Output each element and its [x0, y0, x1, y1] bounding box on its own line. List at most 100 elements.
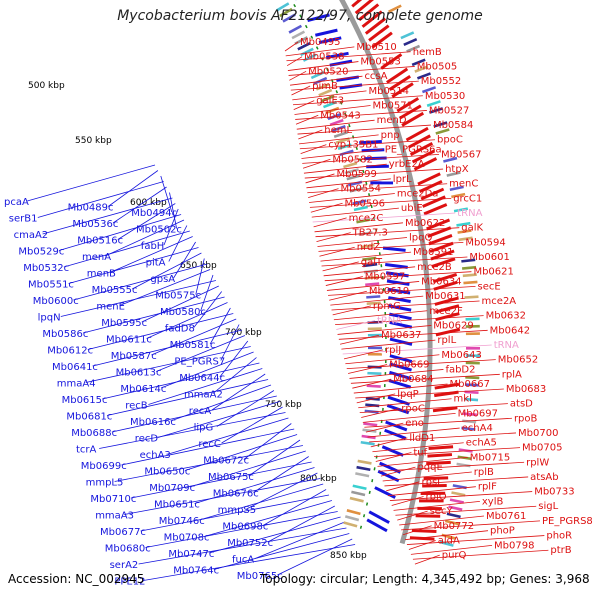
reverse-label-line: [189, 450, 306, 488]
forward-label-line: [382, 471, 472, 482]
forward-gene-label: Mb0667: [450, 379, 490, 390]
forward-gene-label: Mb0634: [421, 276, 461, 287]
reverse-label-line: [200, 274, 214, 312]
forward-gene-label: tRNA: [494, 340, 519, 351]
forward-label-line: [379, 461, 525, 472]
cog-segment: [444, 519, 460, 526]
forward-label-line: [402, 525, 432, 536]
cog-segment: [388, 4, 402, 13]
forward-label-line: [341, 339, 436, 350]
cog-segment: [366, 384, 381, 388]
reverse-gene-label: Mb0644c: [179, 373, 225, 384]
reverse-label-line: [37, 181, 164, 218]
reverse-label-line: [195, 258, 205, 295]
accession-label: Accession: NC_002945: [8, 572, 145, 586]
forward-gene-label: ccsA: [364, 71, 387, 82]
forward-label-line: [299, 134, 379, 145]
reverse-gene-arrow: [388, 379, 412, 389]
forward-label-line: [288, 66, 415, 76]
forward-gene-arrow: [423, 203, 448, 216]
reverse-label-line: [68, 247, 199, 284]
reverse-gene-label: Mb0680c: [105, 544, 151, 555]
forward-gene-label: Mb0594: [465, 237, 505, 248]
cog-segment: [367, 371, 382, 376]
cog-segment: [360, 243, 375, 249]
reverse-label-line: [204, 500, 333, 537]
forward-label-line: [321, 256, 468, 267]
cog-segment: [346, 509, 361, 516]
cog-segment: [365, 282, 380, 287]
forward-label-line: [303, 163, 387, 174]
reverse-label-line: [157, 401, 280, 438]
cog-segment: [282, 13, 296, 23]
forward-gene-label: rplF: [478, 482, 497, 493]
reverse-gene-label: Mb0764c: [173, 566, 219, 577]
forward-label-line: [365, 422, 404, 433]
forward-gene-arrow: [388, 74, 412, 91]
reverse-label-line: [199, 483, 324, 521]
reverse-label-line: [112, 186, 167, 224]
reverse-gene-label: Mb0489c: [68, 203, 114, 214]
forward-gene-label: pnp: [381, 130, 400, 141]
forward-gene-label: lldD1: [409, 433, 435, 444]
reverse-label-line: [216, 390, 275, 427]
reverse-label-line: [213, 533, 350, 570]
reverse-gene-arrow: [315, 28, 338, 37]
forward-gene-label: Mb0505: [417, 61, 457, 72]
forward-label-line: [337, 325, 432, 335]
reverse-gene-label: Mb0650c: [144, 467, 190, 478]
forward-gene-arrow: [413, 157, 438, 171]
reverse-gene-label: Mb0641c: [52, 362, 98, 373]
forward-gene-label: pqqE: [417, 462, 442, 473]
cog-segment: [333, 131, 348, 138]
forward-label-line: [285, 46, 355, 57]
forward-gene-label: Mb0798: [494, 540, 534, 551]
cog-segment: [449, 498, 464, 504]
reverse-gene-label: mmpL5: [86, 478, 124, 489]
reverse-gene-label: Mb0529c: [18, 247, 64, 258]
cog-segment: [446, 512, 461, 519]
forward-gene-label: ubiE: [401, 203, 423, 214]
reverse-gene-arrow: [389, 312, 412, 321]
forward-gene-label: menC: [449, 179, 478, 190]
forward-gene-label: Mb0643: [441, 350, 481, 361]
forward-label-line: [345, 354, 440, 365]
forward-gene-label: xylB: [482, 496, 504, 507]
forward-label-line: [370, 437, 408, 448]
reverse-label-line: [248, 439, 301, 477]
forward-gene-arrow: [422, 195, 446, 208]
reverse-gene-label: Mb0675c: [208, 472, 254, 483]
forward-gene-arrow: [427, 453, 453, 458]
forward-gene-arrow: [380, 53, 403, 70]
forward-label-line: [333, 310, 428, 321]
forward-label-line: [291, 85, 311, 96]
forward-label-line: [316, 232, 351, 242]
reverse-gene-label: serB1: [9, 214, 38, 225]
forward-gene-arrow: [430, 249, 455, 261]
feature-ring: [275, 0, 480, 547]
forward-gene-label: rplL: [437, 335, 456, 346]
forward-gene-label: PE_PGRS8: [542, 516, 593, 527]
reverse-label-line: [124, 478, 321, 515]
forward-gene-label: Mb0510: [356, 42, 396, 53]
forward-gene-label: atsD: [510, 399, 533, 410]
reverse-gene-label: recA: [189, 406, 212, 417]
cog-segment: [456, 221, 471, 227]
cog-segment: [353, 205, 368, 212]
forward-gene-label: Mb0683: [506, 384, 546, 395]
forward-label-line: [328, 285, 476, 296]
reverse-gene-label: Mb0676c: [213, 489, 259, 500]
forward-gene-label: Mb0567: [441, 149, 481, 160]
forward-label-line: [320, 251, 412, 262]
cog-segment: [449, 185, 464, 192]
forward-label-line: [384, 476, 529, 487]
forward-label-line: [414, 554, 440, 565]
forward-label-line: [284, 41, 299, 52]
forward-gene-arrow: [415, 514, 441, 518]
cog-segment: [462, 412, 477, 417]
cog-segment: [446, 171, 461, 177]
cog-segment: [403, 38, 418, 46]
forward-gene-arrow: [426, 218, 451, 231]
reverse-gene-arrow: [374, 486, 396, 499]
cog-segment: [313, 76, 328, 85]
